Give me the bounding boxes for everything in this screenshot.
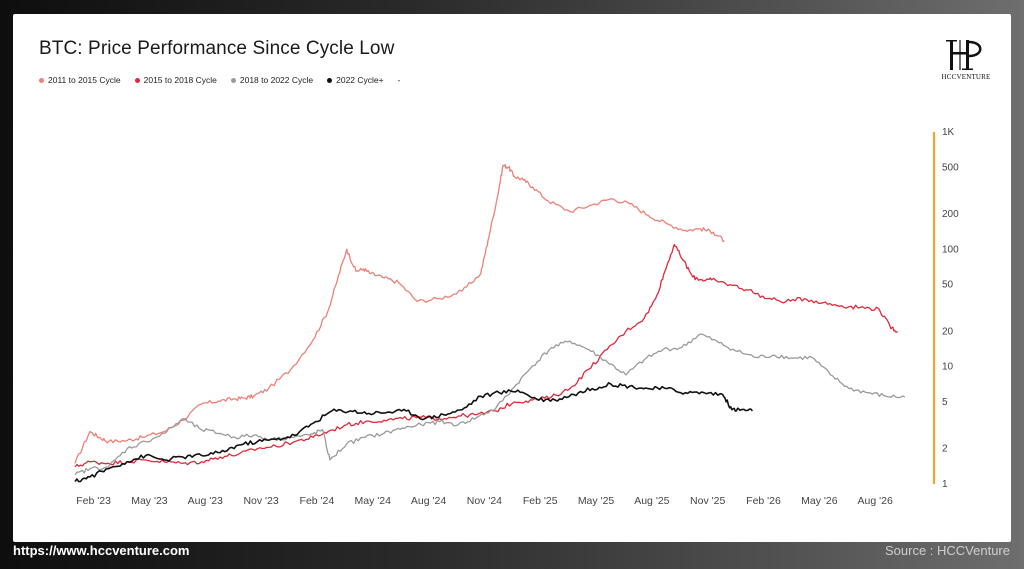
x-tick-label: Nov '25 [690, 495, 725, 507]
y-tick-label: 1K [942, 127, 955, 138]
y-tick-label: 5 [942, 397, 948, 408]
series-line-2 [74, 243, 898, 468]
y-tick-label: 2 [942, 444, 948, 455]
x-tick-label: Nov '24 [467, 495, 502, 507]
x-tick-label: Feb '26 [746, 495, 781, 507]
legend-dot-icon [39, 77, 44, 83]
y-tick-label: 1 [942, 479, 948, 490]
y-tick-label: 20 [942, 326, 954, 337]
y-tick-label: 200 [942, 209, 959, 220]
legend-dot-icon [134, 77, 140, 83]
chart-legend: 2011 to 2015 Cycle 2015 to 2018 Cycle 2018… [39, 75, 400, 85]
x-tick-label: Aug '25 [634, 495, 669, 507]
chart-plot: 1 2 5 10 20 50 100 200 500 1K Feb '23 May '23 Aug '2… [74, 127, 959, 507]
x-tick-label: Aug '26 [858, 495, 893, 507]
legend-item[interactable]: 2015 to 2018 Cycle [134, 75, 217, 85]
y-tick-label: 50 [942, 280, 954, 291]
legend-label: 2015 to 2018 Cycle [143, 75, 217, 85]
x-tick-label: Feb '25 [523, 495, 558, 507]
chart-title: BTC: Price Performance Since Cycle Low [39, 38, 395, 59]
x-tick-label: May '23 [131, 495, 168, 507]
series-line-1 [74, 163, 725, 464]
legend-item[interactable]: 2022 Cycle+ [327, 75, 384, 85]
legend-dot-icon [230, 77, 236, 83]
x-tick-label: Feb '23 [76, 495, 111, 507]
y-tick-label: 500 [942, 162, 959, 173]
series-line-4 [74, 382, 754, 483]
x-tick-label: May '26 [801, 495, 838, 507]
legend-item[interactable]: 2011 to 2015 Cycle [39, 75, 121, 85]
footer-url[interactable]: https://www.hccventure.com [13, 543, 190, 558]
x-tick-label: May '25 [578, 495, 615, 507]
legend-item[interactable]: 2018 to 2022 Cycle [230, 75, 314, 85]
logo-text: HCCVENTURE [941, 73, 991, 81]
hcc-monogram-icon [946, 40, 982, 70]
legend-label: 2022 Cycle+ [336, 75, 384, 85]
hcc-logo: HCCVENTURE [939, 38, 993, 84]
legend-trailing-text: - [397, 75, 401, 85]
x-tick-label: Aug '24 [411, 495, 446, 507]
chart-card: BTC: Price Performance Since Cycle Low 2… [13, 14, 1011, 542]
x-tick-label: Nov '23 [243, 495, 278, 507]
x-tick-label: Aug '23 [188, 495, 223, 507]
legend-dot-icon [327, 77, 333, 83]
series-line-3 [74, 333, 906, 476]
y-tick-label: 10 [942, 362, 954, 373]
legend-label: 2018 to 2022 Cycle [239, 75, 314, 85]
footer-source: Source : HCCVenture [884, 543, 1010, 558]
legend-label: 2011 to 2015 Cycle [48, 75, 121, 85]
x-tick-label: May '24 [355, 495, 392, 507]
x-tick-label: Feb '24 [300, 495, 335, 507]
y-tick-label: 100 [942, 244, 959, 255]
